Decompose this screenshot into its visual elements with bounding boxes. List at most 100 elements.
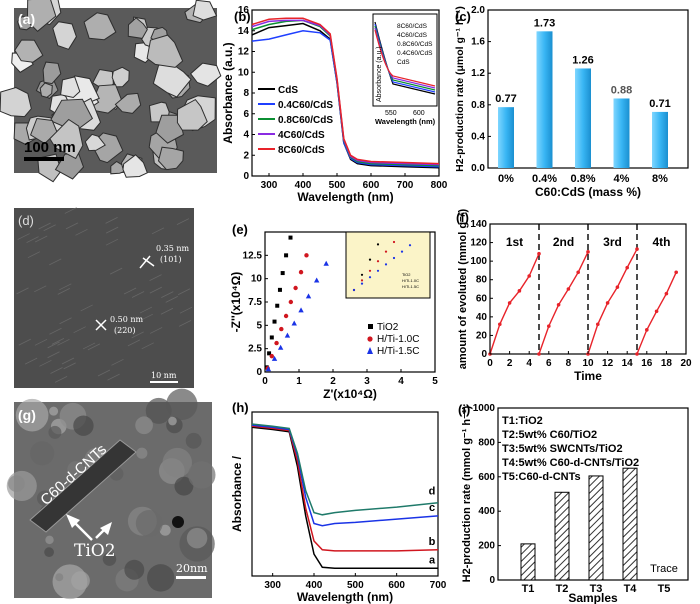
panel-i-tag: (i) — [458, 402, 470, 417]
x-tick-label: 300 — [264, 580, 281, 591]
x-tick-label: 5 — [432, 376, 438, 387]
y-tick-label: 600 — [478, 472, 495, 483]
bar — [520, 543, 536, 581]
point — [280, 271, 285, 276]
sem-grain — [84, 133, 106, 152]
point — [271, 355, 278, 361]
run-point — [527, 274, 531, 278]
y-axis-label: amount of evoluted (mmol g⁻¹) — [457, 208, 469, 369]
x-tick-label: 2 — [507, 358, 513, 369]
panel-a-tag: (a) — [18, 11, 35, 27]
point — [313, 277, 320, 283]
run-point — [537, 352, 541, 356]
bar — [613, 98, 630, 168]
y-tick-label: 0.4 — [471, 131, 485, 142]
point — [304, 253, 309, 258]
y-tick-label: 2 — [243, 150, 249, 161]
point — [284, 253, 289, 258]
lattice-fringe — [63, 362, 76, 370]
lattice-fringe — [26, 236, 39, 244]
x-tick-label: 4 — [398, 376, 404, 387]
point — [305, 293, 312, 299]
lattice-fringe — [59, 283, 72, 291]
particle — [36, 490, 53, 507]
curve-label: b — [429, 536, 436, 548]
lattice-fringe — [141, 342, 154, 350]
run-line — [636, 272, 677, 355]
y-tick-label: 0 — [489, 575, 495, 586]
y-tick-label: 2.5 — [248, 344, 262, 355]
y-tick-label: 1.6 — [471, 37, 485, 48]
inset-point — [368, 269, 372, 272]
inset-legend: 0.8C60/CdS — [397, 41, 433, 48]
inset-x-tick: 600 — [413, 110, 425, 117]
particle — [136, 447, 148, 459]
inset-point — [368, 276, 372, 279]
run-point — [635, 247, 639, 251]
bar-value-label: 1.73 — [534, 17, 555, 29]
x-tick-label: 0 — [262, 376, 268, 387]
y-tick-label: 14 — [238, 26, 250, 37]
point — [275, 303, 280, 308]
run-point — [664, 291, 669, 296]
lattice-fringe — [57, 338, 70, 346]
particle — [73, 415, 94, 436]
sem-grain — [111, 66, 130, 88]
lattice-fringe — [97, 369, 111, 377]
lattice-fringe — [34, 338, 48, 346]
run-line — [587, 248, 638, 355]
x-tick-label: 12 — [602, 358, 614, 369]
y-tick-label: 7.5 — [248, 297, 262, 308]
panel-d-ann2: 0.50 nm — [110, 315, 144, 324]
panel-g-ann2: TiO2 — [74, 541, 116, 561]
lattice-fringe — [61, 357, 75, 365]
point — [269, 335, 274, 340]
series-line-a — [251, 426, 438, 570]
x-tick-label: T3 — [590, 583, 603, 595]
panel-d-tag: (d) — [18, 213, 34, 228]
inset-legend: TiO2 — [402, 272, 411, 277]
bar — [498, 107, 514, 168]
panel-g-scale: 20nm — [176, 562, 208, 575]
x-tick-label: 14 — [622, 358, 634, 369]
x-tick-label: 700 — [430, 580, 447, 591]
x-axis-label: Z'(x10⁴Ω) — [323, 387, 377, 401]
bar — [622, 467, 638, 581]
point — [323, 260, 329, 266]
y-axis-label: -Z''(x10⁴Ω) — [229, 272, 243, 333]
particle — [145, 397, 172, 424]
lattice-fringe — [140, 313, 154, 321]
x-tick-label: 0 — [487, 358, 493, 369]
inset-legend: 4C60/CdS — [397, 32, 428, 39]
legend-label: 0.4C60/CdS — [278, 100, 333, 111]
lattice-fringe — [27, 251, 41, 259]
sem-grain — [60, 76, 81, 99]
inset-point — [392, 240, 396, 244]
series-line-d — [251, 423, 439, 516]
bar — [554, 491, 570, 581]
sem-grain — [0, 86, 32, 118]
y-axis-label: Absorbance (a.u.) — [221, 42, 235, 143]
run-label: 2nd — [553, 235, 574, 249]
lattice-fringe — [34, 285, 47, 293]
inset-x-tick: 550 — [385, 110, 397, 117]
bar — [652, 111, 668, 168]
lattice-fringe — [179, 306, 193, 314]
x-axis-label: Wavelength (nm) — [297, 190, 393, 204]
run-point — [635, 352, 639, 356]
particle — [8, 475, 25, 493]
bar-value-label: 0.77 — [495, 93, 516, 105]
run-line — [538, 251, 589, 355]
y-tick-label: 0 — [481, 349, 487, 360]
run-label: 3rd — [603, 235, 622, 249]
panel-a-sem-image: (a) 100 nm — [0, 0, 222, 183]
x-tick-label: 300 — [261, 180, 278, 191]
lattice-fringe — [149, 286, 163, 294]
y-tick-label: 12 — [238, 47, 250, 58]
point — [288, 299, 294, 305]
series-line-4 — [251, 17, 440, 165]
particle — [48, 425, 62, 439]
run-point — [547, 324, 551, 328]
x-tick-label: T1 — [522, 583, 535, 595]
y-tick-label: 5 — [256, 320, 262, 331]
